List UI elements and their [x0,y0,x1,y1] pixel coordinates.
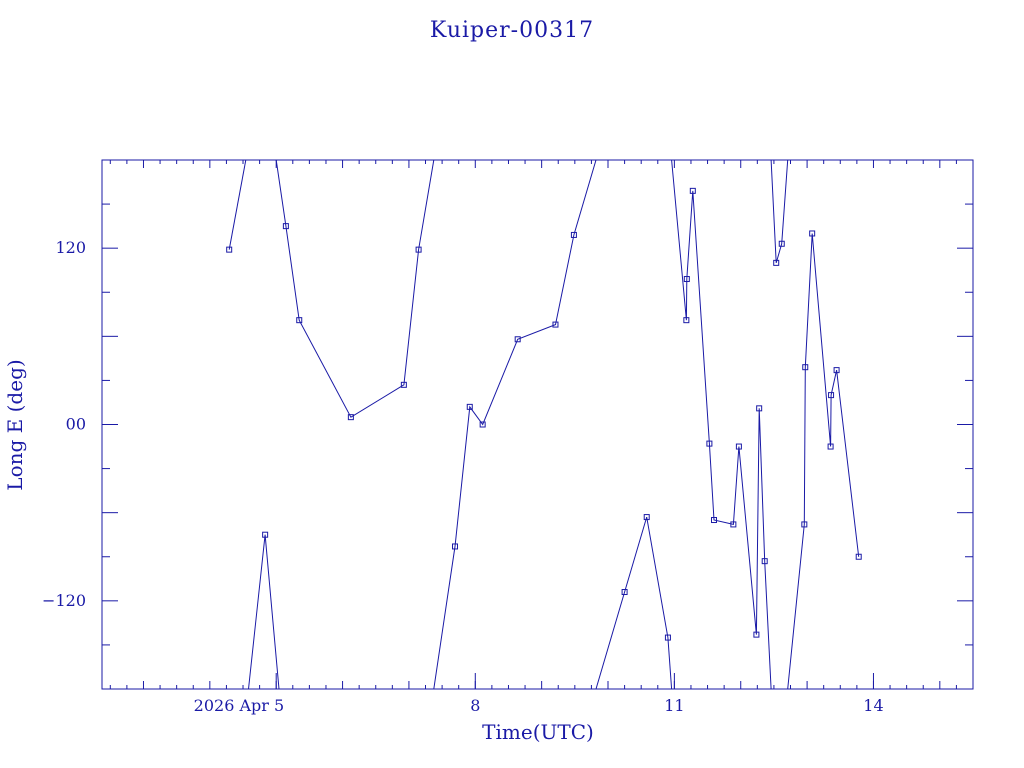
y-axis-label: Long E (deg) [3,359,27,490]
x-axis-label: Time(UTC) [482,720,594,744]
x-tick-label: 14 [863,696,883,715]
series-line [228,160,247,250]
data-point [664,634,671,641]
data-point [466,403,473,410]
series-line [433,160,597,689]
data-point [773,259,780,266]
data-point [479,421,486,428]
data-point [756,405,763,412]
series-line [770,160,789,264]
series-line [595,516,673,689]
data-point [778,240,785,247]
data-point [855,553,862,560]
data-point [711,517,718,524]
data-point [761,558,768,565]
data-point [802,364,809,371]
data-point [730,521,737,528]
data-point [400,381,407,388]
plot-frame [101,159,974,690]
data-point [552,321,559,328]
series-line [671,160,772,689]
data-point [833,367,840,374]
data-point [683,317,690,324]
series-line [275,160,435,418]
data-point [282,223,289,230]
data-point [809,230,816,237]
chart-title: Kuiper-00317 [430,18,594,43]
data-point [643,514,650,521]
y-tick-label: 120 [55,238,86,257]
data-point [296,317,303,324]
data-point [683,276,690,283]
data-point [226,246,233,253]
x-tick-label: 2026 Apr 5 [194,696,285,715]
series-line [248,534,280,689]
data-point [514,336,521,343]
data-point [735,443,742,450]
data-point [415,246,422,253]
data-point [827,443,834,450]
data-point [706,440,713,447]
series-line [787,233,860,689]
x-tick-label: 11 [664,696,684,715]
data-point [621,589,628,596]
data-point [753,631,760,638]
data-point [689,187,696,194]
x-tick-label: 8 [470,696,480,715]
y-tick-label: −120 [42,591,86,610]
data-point [347,414,354,421]
data-point [828,392,835,399]
data-point [452,543,459,550]
data-point [570,231,577,238]
y-tick-label: 00 [66,415,86,434]
data-point [262,531,269,538]
data-point [801,521,808,528]
